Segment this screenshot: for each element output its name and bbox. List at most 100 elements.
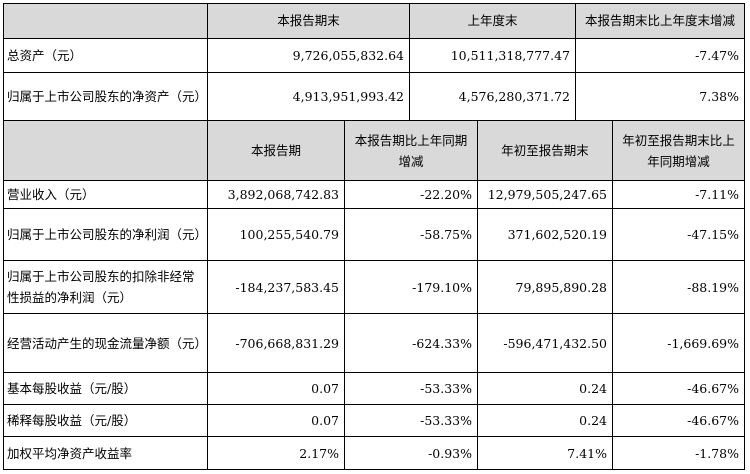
bottom-row-value: 0.24: [478, 405, 613, 437]
top-header-1: 上年度末: [410, 3, 576, 39]
bottom-row-value: 3,892,068,742.83: [208, 181, 345, 209]
bottom-row-value-text: -46.67%: [687, 413, 739, 428]
bottom-row-value-text: -184,237,583.45: [235, 279, 339, 295]
top-row-value: 4,913,951,993.42: [208, 73, 410, 121]
bottom-row-label-text: 归属于上市公司股东的扣除非经常性损益的净利润（元）: [7, 269, 195, 305]
top-header-0-text: 本报告期末: [277, 13, 340, 28]
bottom-row-value-text: -7.11%: [695, 187, 739, 202]
bottom-row-value: 7.41%: [478, 437, 613, 470]
top-row-value: 7.38%: [576, 73, 745, 121]
top-row-value-text: 4,576,280,371.72: [458, 89, 570, 104]
bottom-header-2: 年初至报告期末: [478, 121, 613, 181]
bottom-row-value: 79,895,890.28: [478, 261, 613, 314]
bottom-row-value: -53.33%: [345, 405, 478, 437]
bottom-row-label-text: 稀释每股收益（元/股）: [7, 413, 137, 428]
top-row-value: -7.47%: [576, 39, 745, 73]
bottom-row-value-text: 12,979,505,247.65: [487, 187, 607, 202]
top-row-value-text: 7.38%: [699, 89, 739, 104]
bottom-row-value-text: -47.15%: [687, 227, 739, 242]
bottom-row-value-text: -0.93%: [428, 445, 472, 461]
bottom-row-label-text: 营业收入（元）: [7, 187, 95, 202]
top-row-value-text: 9,726,055,832.64: [292, 48, 404, 63]
bottom-row-value: -46.67%: [613, 373, 745, 405]
bottom-row-value: -88.19%: [613, 261, 745, 314]
top-row-value-text: 4,913,951,993.42: [292, 89, 404, 104]
top-row-label-text: 总资产（元）: [7, 48, 83, 63]
bottom-row-label-text: 经营活动产生的现金流量净额（元）: [7, 335, 208, 351]
bottom-row-value-text: -22.20%: [420, 187, 472, 202]
bottom-row-value: 0.07: [208, 373, 345, 405]
bottom-row-label-text: 归属于上市公司股东的净利润（元）: [7, 227, 208, 242]
bottom-row-value: -179.10%: [345, 261, 478, 314]
bottom-header-blank: [3, 121, 208, 181]
bottom-row-value-text: 2.17%: [299, 445, 339, 461]
top-row-label-text: 归属于上市公司股东的净资产（元）: [7, 89, 208, 104]
bottom-row-value-text: -88.19%: [687, 279, 739, 295]
top-header-2-text: 本报告期末比上年度末增减: [584, 13, 735, 28]
top-row-value: 9,726,055,832.64: [208, 39, 410, 73]
bottom-row-label-text: 基本每股收益（元/股）: [7, 381, 137, 396]
bottom-row-label: 经营活动产生的现金流量净额（元）: [3, 314, 208, 373]
bottom-row-value-text: 3,892,068,742.83: [227, 187, 339, 202]
bottom-row-label: 加权平均净资产收益率: [3, 437, 208, 470]
bottom-row-value-text: 7.41%: [567, 445, 607, 461]
bottom-row-label: 基本每股收益（元/股）: [3, 373, 208, 405]
bottom-row-value-text: 0.07: [311, 381, 339, 396]
bottom-row-value-text: -1,669.69%: [667, 335, 739, 351]
top-row-value: 4,576,280,371.72: [410, 73, 576, 121]
top-row-value: 10,511,318,777.47: [410, 39, 576, 73]
bottom-row-value-text: -1.78%: [695, 445, 739, 461]
bottom-row-value: -53.33%: [345, 373, 478, 405]
bottom-row-label: 归属于上市公司股东的净利润（元）: [3, 209, 208, 261]
bottom-row-value: -22.20%: [345, 181, 478, 209]
bottom-header-0: 本报告期: [208, 121, 345, 181]
bottom-row-value: 100,255,540.79: [208, 209, 345, 261]
bottom-row-value: -47.15%: [613, 209, 745, 261]
bottom-row-value: 0.07: [208, 405, 345, 437]
bottom-header-0-text: 本报告期: [250, 143, 301, 158]
bottom-row-value: -58.75%: [345, 209, 478, 261]
bottom-row-value: 2.17%: [208, 437, 345, 470]
top-row-value-text: 10,511,318,777.47: [450, 48, 570, 63]
bottom-header-3-text: 年初至报告期末比上年同期增减: [622, 132, 735, 169]
top-header-2: 本报告期末比上年度末增减: [576, 3, 745, 39]
bottom-row-value-text: -596,471,432.50: [503, 335, 607, 351]
bottom-row-value: -1.78%: [613, 437, 745, 470]
top-header-1-text: 上年度末: [467, 13, 518, 28]
bottom-row-value: -7.11%: [613, 181, 745, 209]
top-row-value-text: -7.47%: [695, 48, 739, 63]
bottom-header-3: 年初至报告期末比上年同期增减: [613, 121, 745, 181]
bottom-row-value-text: 0.07: [311, 413, 339, 428]
bottom-row-value-text: -53.33%: [420, 381, 472, 396]
bottom-row-value-text: 0.24: [579, 413, 607, 428]
bottom-header-1-text: 本报告期比上年同期增减: [354, 132, 468, 169]
bottom-row-value-text: -706,668,831.29: [235, 335, 339, 351]
top-row-label: 归属于上市公司股东的净资产（元）: [3, 73, 208, 121]
bottom-row-value: -184,237,583.45: [208, 261, 345, 314]
bottom-row-label: 归属于上市公司股东的扣除非经常性损益的净利润（元）: [3, 261, 208, 314]
bottom-row-label-text: 加权平均净资产收益率: [7, 445, 133, 461]
bottom-row-value-text: -53.33%: [420, 413, 472, 428]
bottom-row-label: 稀释每股收益（元/股）: [3, 405, 208, 437]
bottom-row-value-text: -58.75%: [420, 227, 472, 242]
bottom-row-value-text: -46.67%: [687, 381, 739, 396]
bottom-row-value: 12,979,505,247.65: [478, 181, 613, 209]
top-header-blank: [3, 3, 208, 39]
top-header-0: 本报告期末: [208, 3, 410, 39]
bottom-row-value-text: 79,895,890.28: [515, 279, 607, 295]
bottom-row-value-text: 371,602,520.19: [507, 227, 607, 242]
bottom-row-value-text: 0.24: [579, 381, 607, 396]
bottom-row-value: -0.93%: [345, 437, 478, 470]
bottom-row-value: 0.24: [478, 373, 613, 405]
bottom-row-label: 营业收入（元）: [3, 181, 208, 209]
bottom-row-value-text: -624.33%: [412, 335, 472, 351]
bottom-row-value: -596,471,432.50: [478, 314, 613, 373]
bottom-row-value: -1,669.69%: [613, 314, 745, 373]
bottom-row-value: 371,602,520.19: [478, 209, 613, 261]
bottom-header-1: 本报告期比上年同期增减: [345, 121, 478, 181]
bottom-row-value: -46.67%: [613, 405, 745, 437]
bottom-row-value: -706,668,831.29: [208, 314, 345, 373]
bottom-row-value: -624.33%: [345, 314, 478, 373]
bottom-row-value-text: 100,255,540.79: [239, 227, 339, 242]
financial-summary-table: 本报告期末 上年度末 本报告期末比上年度末增减总资产（元） 9,726,055,832…: [3, 3, 745, 470]
